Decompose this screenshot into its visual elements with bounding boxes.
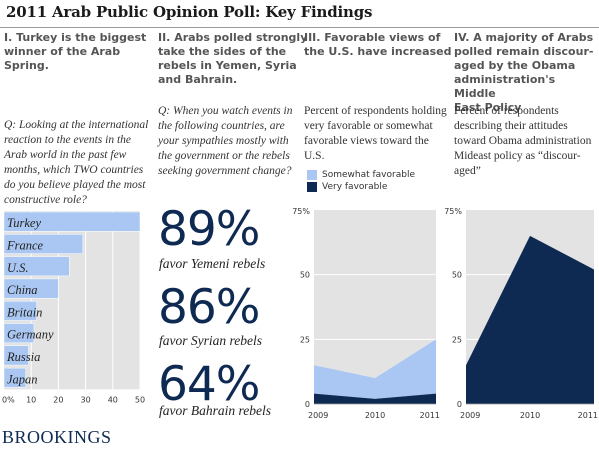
y-tick-label: 50 — [300, 271, 310, 280]
question-line: Q: Looking at the international — [4, 119, 149, 131]
page-title: 2011 Arab Public Opinion Poll: Key Findi… — [6, 3, 373, 21]
syria-label: favor Syrian rebels — [159, 333, 262, 348]
heading-line: IV. A majority of Arabs — [454, 31, 594, 44]
y-tick-label: 0 — [305, 400, 310, 409]
title-divider — [0, 27, 599, 28]
question-line: do you believe played the most — [4, 179, 146, 191]
heading-line: III. Favorable views of — [304, 31, 441, 44]
bar — [3, 256, 70, 277]
legend-label-somewhat: Somewhat favorable — [322, 170, 415, 180]
x-tick-label: 2010 — [520, 411, 540, 420]
section-2-heading: II. Arabs polled strongly take the sides… — [158, 31, 307, 87]
y-tick-label: 75% — [292, 207, 310, 216]
desc-line: Mideast policy as “discour- — [454, 150, 581, 162]
section-3-heading: III. Favorable views of the U.S. have in… — [304, 31, 451, 59]
category-label: Japan — [7, 372, 38, 386]
section-4-heading: IV. A majority of Arabs polled remain di… — [454, 31, 599, 115]
heading-line: rebels in Yemen, Syria — [158, 59, 297, 72]
x-tick-label: 10 — [26, 395, 36, 404]
brookings-logo: BROOKINGS — [2, 427, 112, 447]
bar — [3, 234, 84, 254]
question-line: the following countries, are — [158, 120, 285, 132]
x-tick-label: 30 — [81, 395, 91, 404]
desc-line: Percent of respondents — [454, 105, 559, 117]
area-series — [314, 393, 436, 404]
heading-line: and Bahrain. — [158, 73, 238, 86]
desc-line: U.S. — [304, 150, 325, 162]
section-1-question: Q: Looking at the international reaction… — [4, 118, 148, 208]
bar — [3, 300, 37, 321]
heading-line: polled remain discour- — [454, 45, 594, 58]
question-line: constructive role? — [4, 194, 87, 206]
area-series — [314, 339, 436, 399]
obama-discouraged-area-chart: 75% 50 25 0 2009 2010 2011 — [444, 207, 598, 420]
syria-percent: 86% — [158, 280, 260, 335]
bar — [3, 323, 35, 344]
x-tick-label: 2009 — [308, 411, 328, 420]
question-line: reaction to the events in the — [4, 134, 131, 146]
yemen-percent: 89% — [158, 202, 260, 257]
heading-line: Spring. — [4, 59, 49, 72]
question-line: your sympathies mostly with — [158, 135, 289, 147]
bar — [3, 278, 59, 299]
question-line: the government or the rebels — [158, 150, 290, 162]
category-label: Russia — [6, 350, 40, 364]
x-tick-label: 20 — [53, 395, 63, 404]
heading-line: aged by the Obama — [454, 59, 576, 72]
y-tick-label: 0 — [457, 400, 462, 409]
desc-line: aged” — [454, 165, 481, 177]
x-tick-label: 50 — [135, 395, 145, 404]
heading-line: I. Turkey is the biggest — [4, 31, 147, 44]
section-1-heading: I. Turkey is the biggest winner of the A… — [4, 31, 146, 73]
desc-line: very favorable or somewhat — [304, 120, 433, 132]
x-tick-label: 0% — [2, 395, 15, 404]
question-line: Arab world in the past few — [4, 149, 127, 161]
x-tick-label: 40 — [108, 395, 118, 404]
heading-line: winner of the Arab — [4, 45, 121, 58]
section-3-description: Percent of respondents holding very favo… — [304, 104, 447, 164]
desc-line: favorable views toward the — [304, 135, 429, 147]
bahrain-percent: 64% — [158, 357, 260, 412]
heading-line: administration's Middle — [454, 73, 556, 100]
section-4-description: Percent of respondents describing their … — [454, 104, 591, 179]
x-tick-label: 2009 — [460, 411, 480, 420]
legend-swatch-somewhat — [307, 170, 317, 180]
question-line: seeking government change? — [158, 165, 292, 177]
section-2-question: Q: When you watch events in the followin… — [158, 104, 292, 179]
category-label: China — [7, 283, 38, 297]
y-tick-label: 75% — [444, 207, 462, 216]
question-line: Q: When you watch events in — [158, 105, 293, 117]
constructive-role-bar-chart: Turkey France U.S. China Britain Germany Russi… — [2, 211, 145, 404]
category-label: Germany — [7, 328, 54, 342]
us-favorability-area-chart: 75% 50 25 0 2009 2010 2011 — [292, 207, 440, 420]
x-tick-label: 2010 — [365, 411, 385, 420]
yemen-label: favor Yemeni rebels — [159, 256, 266, 271]
legend-label-very: Very favorable — [322, 182, 388, 192]
heading-line: East Policy — [454, 101, 522, 114]
category-label: France — [6, 238, 44, 252]
desc-line: Percent of respondents holding — [304, 105, 447, 117]
y-tick-label: 25 — [300, 335, 310, 344]
y-tick-label: 50 — [452, 271, 462, 280]
legend-swatch-very — [307, 182, 317, 192]
desc-line: toward Obama administration — [454, 135, 592, 147]
bar — [3, 211, 141, 232]
heading-line: take the sides of the — [158, 45, 287, 58]
area-series — [466, 235, 594, 404]
bahrain-label: favor Bahrain rebels — [159, 403, 271, 418]
bar — [3, 367, 27, 388]
category-label: Turkey — [7, 216, 41, 230]
x-tick-label: 2011 — [578, 411, 598, 420]
category-label: Britain — [7, 305, 42, 319]
bar — [3, 345, 29, 366]
category-label: U.S. — [7, 261, 29, 275]
heading-line: the U.S. have increased — [304, 45, 452, 58]
x-tick-label: 2011 — [420, 411, 440, 420]
heading-line: II. Arabs polled strongly — [158, 31, 308, 44]
y-tick-label: 25 — [452, 335, 462, 344]
desc-line: describing their attitudes — [454, 120, 568, 132]
question-line: months, which TWO countries — [4, 164, 144, 176]
